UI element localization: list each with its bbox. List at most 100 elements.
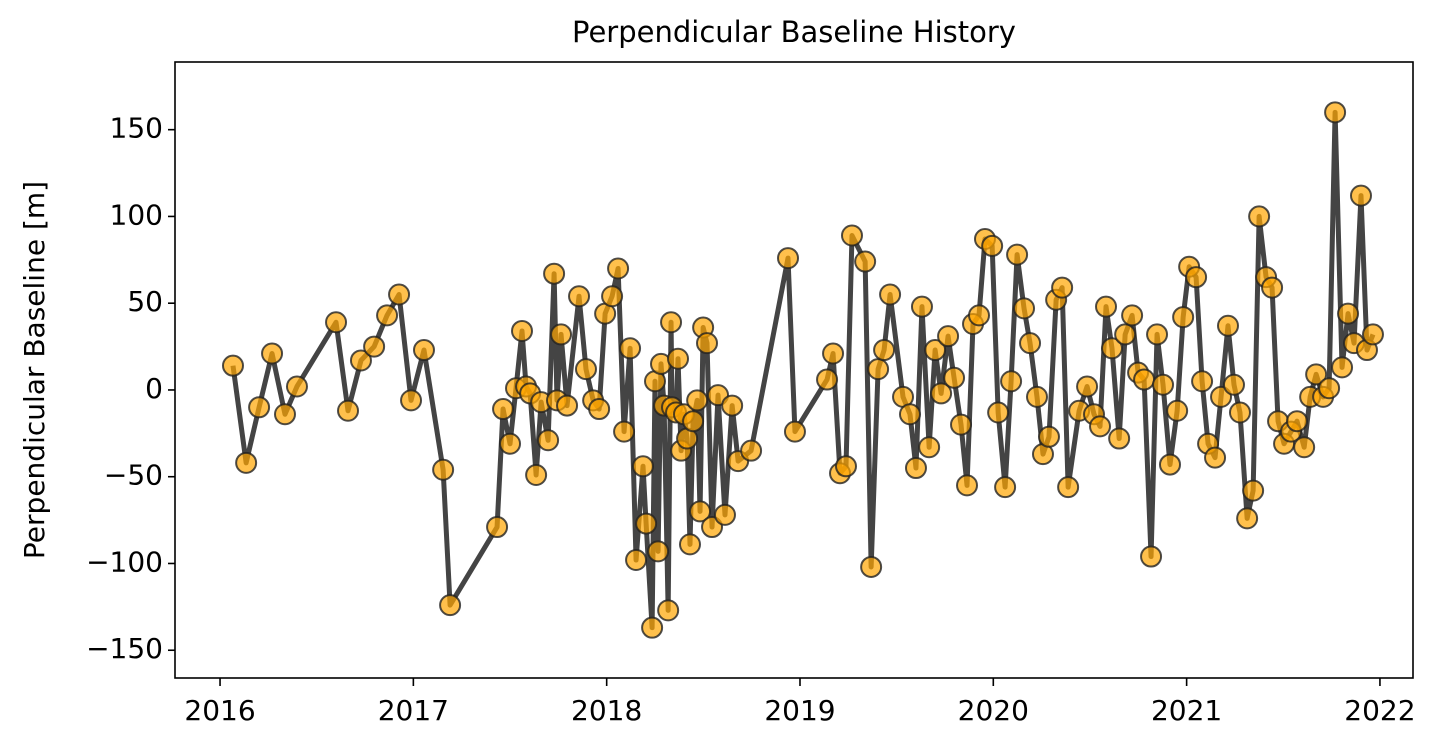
point bbox=[1013, 297, 1036, 320]
point bbox=[1051, 276, 1074, 299]
point bbox=[1025, 385, 1048, 408]
point bbox=[1216, 314, 1239, 337]
point bbox=[860, 555, 883, 578]
point bbox=[1121, 304, 1144, 327]
point bbox=[867, 358, 890, 381]
point bbox=[740, 439, 763, 462]
point bbox=[835, 455, 858, 478]
point bbox=[1076, 375, 1099, 398]
point bbox=[363, 335, 386, 358]
point bbox=[1006, 243, 1029, 266]
y-tick-label: −150 bbox=[86, 632, 163, 665]
point bbox=[987, 401, 1010, 424]
point bbox=[261, 342, 284, 365]
point bbox=[910, 295, 933, 318]
point bbox=[337, 399, 360, 422]
point bbox=[1095, 295, 1118, 318]
point bbox=[721, 394, 744, 417]
point bbox=[937, 325, 960, 348]
point bbox=[325, 311, 348, 334]
point bbox=[601, 285, 624, 308]
point bbox=[568, 285, 591, 308]
point bbox=[492, 398, 515, 421]
point bbox=[1114, 323, 1137, 346]
point bbox=[1152, 373, 1175, 396]
point bbox=[660, 311, 683, 334]
point bbox=[956, 474, 979, 497]
point bbox=[588, 398, 611, 421]
point bbox=[1228, 401, 1251, 424]
point bbox=[1159, 453, 1182, 476]
point bbox=[879, 283, 902, 306]
chart-title: Perpendicular Baseline History bbox=[572, 15, 1016, 49]
point bbox=[525, 463, 548, 486]
point bbox=[816, 368, 839, 391]
point bbox=[556, 394, 579, 417]
point bbox=[1293, 436, 1316, 459]
x-tick-label: 2018 bbox=[571, 694, 642, 727]
point bbox=[1166, 399, 1189, 422]
x-tick-label: 2019 bbox=[764, 694, 835, 727]
point bbox=[943, 366, 966, 389]
point bbox=[904, 457, 927, 480]
x-tick-label: 2022 bbox=[1344, 694, 1415, 727]
point bbox=[713, 503, 736, 526]
point bbox=[1305, 363, 1328, 386]
y-tick-label: 50 bbox=[127, 285, 163, 318]
point bbox=[1140, 545, 1163, 568]
point bbox=[1261, 276, 1284, 299]
point bbox=[930, 382, 953, 405]
point bbox=[1349, 184, 1372, 207]
point bbox=[248, 396, 271, 419]
point bbox=[1057, 476, 1080, 499]
point bbox=[783, 420, 806, 443]
y-tick-label: 100 bbox=[110, 198, 163, 231]
point bbox=[635, 512, 658, 535]
point bbox=[1101, 337, 1124, 360]
point bbox=[613, 420, 636, 443]
point bbox=[273, 403, 296, 426]
point bbox=[376, 304, 399, 327]
point bbox=[1248, 205, 1271, 228]
point bbox=[696, 332, 719, 355]
point bbox=[607, 257, 630, 280]
point bbox=[285, 375, 308, 398]
point bbox=[1204, 446, 1227, 469]
point bbox=[678, 533, 701, 556]
point bbox=[550, 323, 573, 346]
point bbox=[950, 413, 973, 436]
point bbox=[854, 250, 877, 273]
point bbox=[486, 516, 509, 539]
point bbox=[1361, 323, 1384, 346]
point bbox=[1019, 332, 1042, 355]
x-tick-label: 2021 bbox=[1151, 694, 1222, 727]
point bbox=[1185, 266, 1208, 289]
point bbox=[1331, 356, 1354, 379]
point bbox=[1286, 410, 1309, 433]
y-tick-label: 150 bbox=[110, 112, 163, 145]
point bbox=[1337, 302, 1360, 325]
x-tick-label: 2016 bbox=[184, 694, 255, 727]
point bbox=[1133, 368, 1156, 391]
series-line bbox=[230, 109, 1376, 631]
point bbox=[543, 262, 566, 285]
point bbox=[994, 476, 1017, 499]
x-tick-label: 2017 bbox=[378, 694, 449, 727]
point bbox=[647, 540, 670, 563]
point bbox=[439, 594, 462, 617]
point bbox=[1000, 370, 1023, 393]
point bbox=[1222, 373, 1245, 396]
point bbox=[1236, 507, 1259, 530]
point bbox=[873, 339, 896, 362]
point bbox=[898, 403, 921, 426]
point bbox=[682, 410, 705, 433]
point bbox=[968, 304, 991, 327]
point bbox=[924, 339, 947, 362]
point bbox=[1146, 323, 1169, 346]
point bbox=[840, 224, 863, 247]
point bbox=[1318, 377, 1341, 400]
y-tick-label: −100 bbox=[86, 545, 163, 578]
point bbox=[412, 339, 435, 362]
point bbox=[499, 432, 522, 455]
point bbox=[822, 342, 845, 365]
